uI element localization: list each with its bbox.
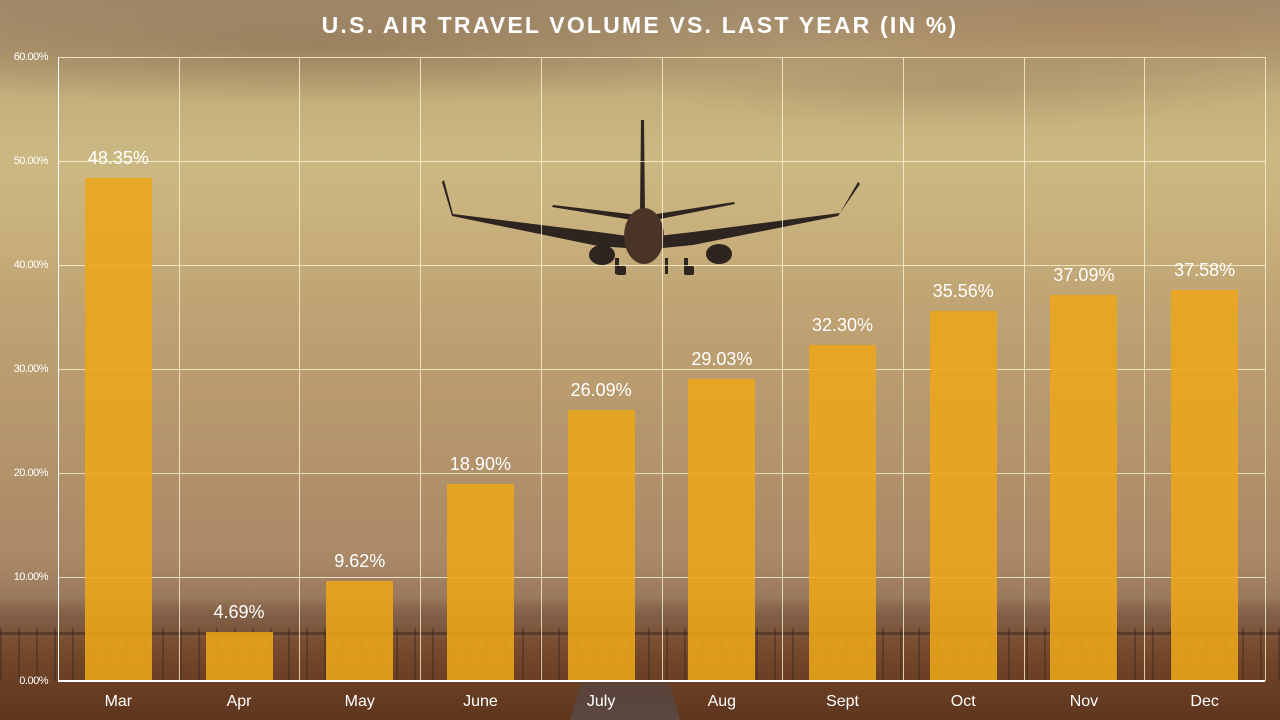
data-label: 35.56% xyxy=(932,281,994,302)
data-label: 37.09% xyxy=(1053,265,1115,286)
y-tick-label: 0.00% xyxy=(19,675,48,687)
gridline-vertical xyxy=(1265,57,1266,681)
data-label: 4.69% xyxy=(213,602,265,623)
x-tick-label: Oct xyxy=(950,693,976,710)
bar-mar xyxy=(84,178,152,681)
x-tick-label: Apr xyxy=(226,693,252,710)
y-tick-label: 30.00% xyxy=(13,363,49,375)
y-axis-line xyxy=(58,57,59,681)
data-label: 32.30% xyxy=(812,315,874,336)
gridline-vertical xyxy=(903,57,904,681)
x-tick-label: Aug xyxy=(707,693,737,710)
gridline-horizontal xyxy=(58,369,1265,370)
gridline-vertical xyxy=(662,57,663,681)
x-tick-label: Nov xyxy=(1069,693,1099,710)
gridline-vertical xyxy=(420,57,421,681)
gridline-horizontal xyxy=(58,473,1265,474)
plot-area: 48.35% 4.69% 9.62% 18.90% 26.09% 29.03% 32.30%… xyxy=(58,57,1266,682)
airplane-icon xyxy=(442,120,860,275)
x-tick-label: Mar xyxy=(104,693,133,710)
data-label: 18.90% xyxy=(449,454,511,475)
gridline-horizontal xyxy=(58,265,1265,266)
gridline-horizontal xyxy=(58,57,1265,58)
bar-dec xyxy=(1171,290,1239,681)
x-tick-label: May xyxy=(344,693,375,710)
data-label: 9.62% xyxy=(334,550,386,571)
chart-title: U.S. AIR TRAVEL VOLUME VS. LAST YEAR (IN… xyxy=(321,12,959,38)
bar-july xyxy=(567,409,635,681)
y-tick-label: 50.00% xyxy=(13,155,49,167)
gridline-vertical xyxy=(1144,57,1145,681)
gridline-vertical xyxy=(179,57,180,681)
y-tick-label: 10.00% xyxy=(13,571,49,583)
bar-sept xyxy=(809,345,877,681)
y-tick-label: 20.00% xyxy=(13,467,49,479)
bar-aug xyxy=(688,379,756,681)
x-tick-label: July xyxy=(586,693,616,710)
x-tick-label: Sept xyxy=(826,693,859,710)
x-tick-label: Dec xyxy=(1190,693,1219,710)
y-tick-label: 60.00% xyxy=(13,51,49,63)
bar-oct xyxy=(929,311,997,681)
gridline-horizontal xyxy=(58,577,1265,578)
x-tick-label: June xyxy=(463,693,498,710)
y-tick-label: 40.00% xyxy=(13,259,49,271)
data-label: 37.58% xyxy=(1174,260,1236,281)
bar-may xyxy=(326,580,394,681)
x-axis-line xyxy=(58,680,1265,682)
fence-rail xyxy=(0,632,1280,635)
data-label: 29.03% xyxy=(691,349,753,370)
data-label: 26.09% xyxy=(570,379,632,400)
gridline-horizontal xyxy=(58,161,1265,162)
bar-june xyxy=(446,484,514,681)
gridline-vertical xyxy=(1024,57,1025,681)
bar-apr xyxy=(205,632,273,681)
gridline-vertical xyxy=(299,57,300,681)
bar-nov xyxy=(1050,295,1118,681)
data-label: 48.35% xyxy=(87,148,149,169)
runway xyxy=(570,682,680,720)
gridline-vertical xyxy=(782,57,783,681)
gridline-vertical xyxy=(541,57,542,681)
